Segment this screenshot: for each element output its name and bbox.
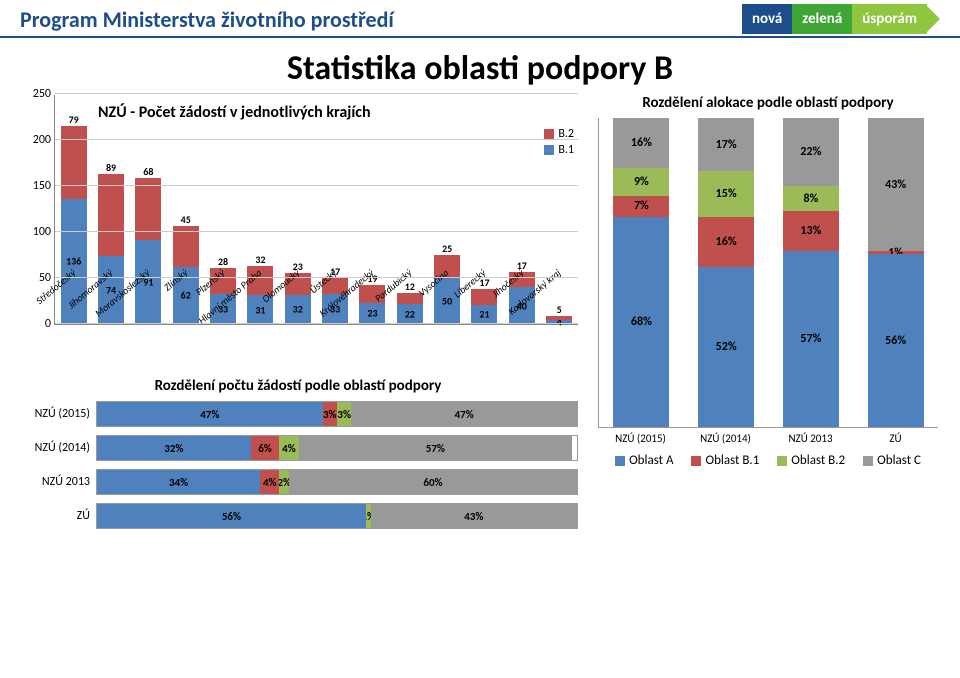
legend-swatch-icon — [691, 456, 701, 466]
chart2-bar: 34%4%2%60% — [96, 469, 578, 495]
chart1-ylabel: 200 — [21, 133, 51, 147]
logo-part: nová — [742, 4, 792, 34]
chart2-title: Rozdělení počtu žádostí podle oblastí po… — [18, 377, 578, 395]
chart2-segment: 6% — [251, 436, 280, 460]
legend-label: Oblast B.2 — [791, 453, 845, 468]
chart2-row-label: NZÚ (2015) — [18, 407, 96, 421]
chart3-bar: 52%16%15%17% — [698, 118, 754, 427]
chart2-segment: 2% — [279, 470, 289, 494]
chart3-segment: 16% — [613, 118, 669, 167]
chart2-segment: 4% — [260, 470, 279, 494]
logo-arrow-icon — [926, 5, 940, 33]
chart1-value-b2: 45 — [173, 213, 199, 226]
chart3-legend-item: Oblast A — [615, 453, 673, 468]
chart2-bar: 32%6%4%57% — [96, 435, 578, 461]
legend-swatch-icon — [863, 456, 873, 466]
chart3-categories: NZÚ (2015) NZÚ (2014) NZÚ 2013 ZÚ — [598, 432, 938, 445]
chart3-legend-item: Oblast B.2 — [777, 453, 845, 468]
chart2-segment: 32% — [97, 436, 251, 460]
chart3-segment: 52% — [698, 267, 754, 428]
chart2-row: NZÚ 201334%4%2%60% — [18, 469, 578, 495]
chart3-legend-item: Oblast C — [863, 453, 921, 468]
chart2-row-label: NZÚ (2014) — [18, 441, 96, 455]
chart3-segment: 68% — [613, 217, 669, 427]
chart2-segment: 57% — [299, 436, 573, 460]
chart3-segment: 57% — [783, 251, 839, 427]
chart1-value-b1: 136 — [61, 255, 87, 268]
legend-swatch-icon — [615, 456, 625, 466]
chart1-value-b2: 68 — [135, 165, 161, 178]
chart3-segment: 8% — [783, 186, 839, 211]
chart2-segment: 43% — [371, 504, 577, 528]
chart2-segment: 4% — [279, 436, 298, 460]
chart2-segment: 60% — [289, 470, 577, 494]
chart1-ylabel: 150 — [21, 179, 51, 193]
program-title: Program Ministerstva životního prostředí — [20, 6, 394, 33]
chart2-segment: 34% — [97, 470, 260, 494]
chart2-segment: 3% — [337, 402, 351, 426]
logo-part: zelená — [792, 4, 852, 34]
chart2-segment: 47% — [97, 402, 323, 426]
chart3-bar: 57%13%8%22% — [783, 118, 839, 427]
chart2-bar: 56%1%43% — [96, 503, 578, 529]
chart3-segment: 15% — [698, 171, 754, 217]
logo-part: úsporám — [852, 4, 927, 34]
legend-label: Oblast A — [629, 453, 673, 468]
header: Program Ministerstva životního prostředí… — [0, 0, 960, 38]
chart-allocation-by-area: 68%7%9%16%52%16%15%17%57%13%8%22%56%1%43… — [598, 118, 938, 428]
logo-nzu: novázelenáúsporám — [742, 4, 940, 34]
chart1-value-b2: 79 — [61, 113, 87, 126]
chart3-segment: 43% — [868, 118, 924, 251]
legend-swatch-icon — [777, 456, 787, 466]
chart3-segment: 16% — [698, 217, 754, 266]
chart3-category-label: NZÚ (2014) — [698, 432, 754, 445]
chart3-category-label: NZÚ (2015) — [613, 432, 669, 445]
chart3-segment: 56% — [868, 254, 924, 427]
chart1-gridline: 200 — [55, 139, 578, 140]
chart2-row-label: NZÚ 2013 — [18, 475, 96, 489]
chart1-plot: 13679Středočeský7489Jihomoravský9168Mora… — [54, 95, 578, 325]
chart1-value-b2: 32 — [247, 253, 273, 266]
page-title: Statistika oblasti podpory B — [0, 48, 960, 89]
chart1-gridline: 100 — [55, 231, 578, 232]
chart3-category-label: ZÚ — [868, 432, 924, 445]
chart3-legend: Oblast A Oblast B.1 Oblast B.2 Oblast C — [598, 453, 938, 470]
chart3-segment: 7% — [613, 196, 669, 218]
chart3-segment: 17% — [698, 118, 754, 171]
chart1-ylabel: 250 — [21, 87, 51, 101]
chart-requests-by-region: NZÚ - Počet žádostí v jednotlivých krají… — [18, 95, 578, 375]
chart1-ylabel: 50 — [21, 271, 51, 285]
chart3-category-label: NZÚ 2013 — [783, 432, 839, 445]
legend-label: Oblast C — [877, 453, 921, 468]
chart2-segment: 47% — [351, 402, 577, 426]
chart3-bar: 56%1%43% — [868, 118, 924, 427]
chart2-row: ZÚ56%1%43% — [18, 503, 578, 529]
chart3-segment: 22% — [783, 118, 839, 186]
legend-label: Oblast B.1 — [705, 453, 759, 468]
chart3-legend-item: Oblast B.1 — [691, 453, 759, 468]
chart3-bar: 68%7%9%16% — [613, 118, 669, 427]
chart2-row: NZÚ (2015)47%3%3%47% — [18, 401, 578, 427]
chart2-bar: 47%3%3%47% — [96, 401, 578, 427]
chart2-segment: 3% — [323, 402, 337, 426]
chart3-segment: 9% — [613, 168, 669, 196]
chart3-segment: 13% — [783, 211, 839, 251]
chart1-gridline: 0 — [55, 323, 578, 324]
chart1-ylabel: 100 — [21, 225, 51, 239]
chart3-title: Rozdělení alokace podle oblastí podpory — [598, 95, 938, 112]
chart1-gridline: 150 — [55, 185, 578, 186]
chart1-ylabel: 0 — [21, 317, 51, 331]
chart2-row: NZÚ (2014)32%6%4%57% — [18, 435, 578, 461]
chart1-value-b2: 25 — [434, 242, 460, 255]
chart1-value-b2: 28 — [210, 255, 236, 268]
chart1-value-b2: 89 — [98, 161, 124, 174]
chart1-gridline: 50 — [55, 277, 578, 278]
chart2-row-label: ZÚ — [18, 509, 96, 523]
chart2-segment: 56% — [97, 504, 366, 528]
chart1-value-b2: 5 — [546, 303, 572, 316]
chart1-gridline: 250 — [55, 93, 578, 94]
chart-requests-by-area: NZÚ (2015)47%3%3%47%NZÚ (2014)32%6%4%57%… — [18, 401, 578, 529]
